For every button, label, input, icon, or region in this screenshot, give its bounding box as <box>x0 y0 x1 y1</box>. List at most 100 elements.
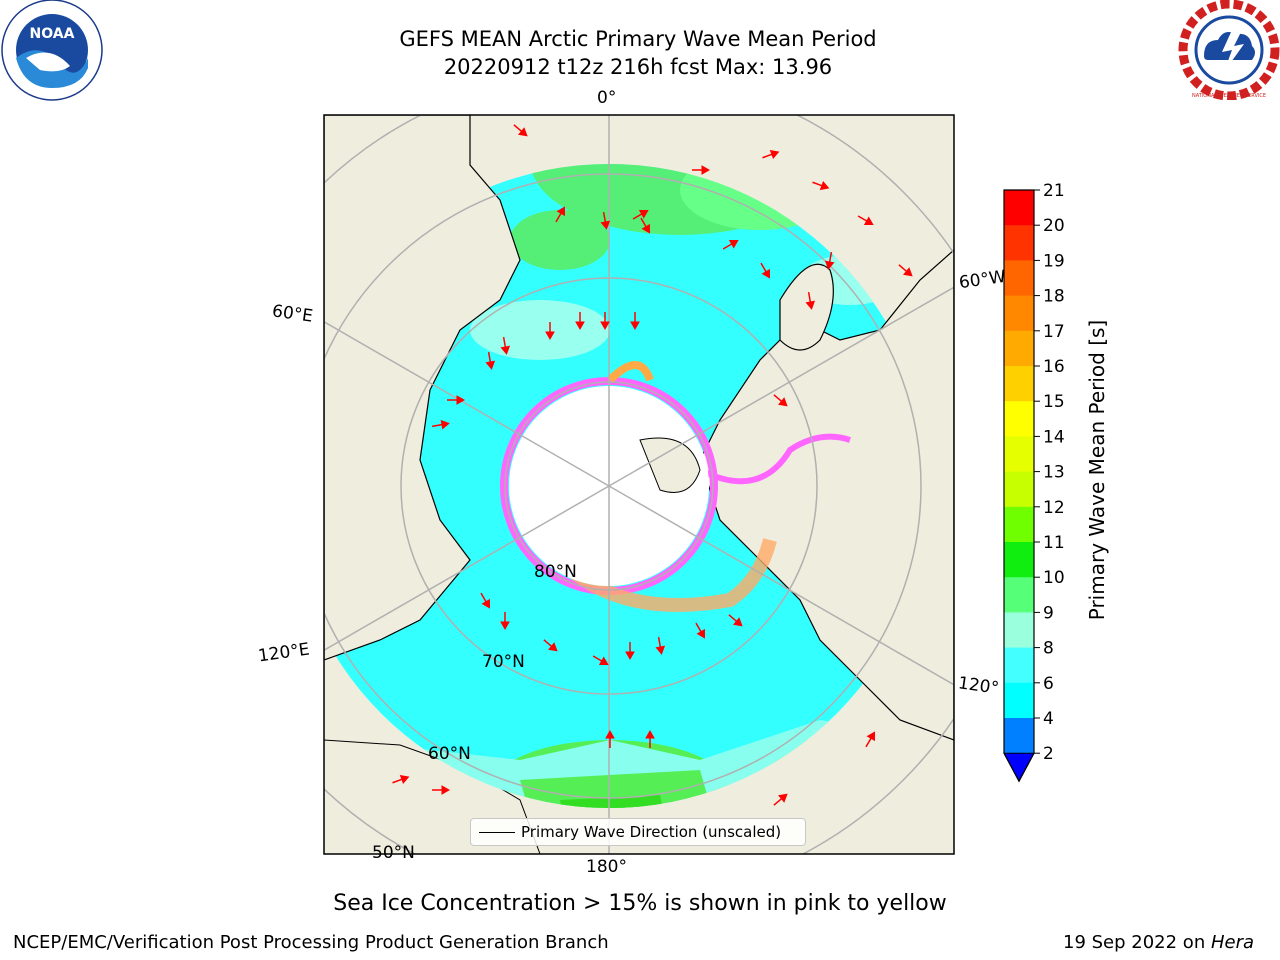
eurasia-landmass <box>324 115 521 661</box>
chart-subtitle: 20220912 t12z 216h fcst Max: 13.96 <box>443 55 833 79</box>
colorbar-cell <box>1004 542 1034 578</box>
colorbar-tick-label: 14 <box>1043 427 1065 447</box>
wave-direction-arrow <box>865 731 876 748</box>
colorbar-cell <box>1004 436 1034 473</box>
legend-line-sample <box>479 832 515 833</box>
colorbar-label: Primary Wave Mean Period [s] <box>1085 319 1109 621</box>
colorbar-tick-label: 18 <box>1043 287 1065 307</box>
wave-direction-arrow <box>431 419 450 430</box>
colorbar-cell <box>1004 682 1034 719</box>
colorbar-cell <box>1004 577 1034 613</box>
colorbar-tick-label: 9 <box>1043 603 1054 623</box>
wave-direction-arrow <box>645 729 655 748</box>
colorbar-cell <box>1004 225 1034 261</box>
wave-direction-arrow <box>432 785 451 795</box>
wave-direction-arrow <box>812 180 830 191</box>
colorbar-tick-label: 8 <box>1043 639 1054 659</box>
footer-date: 19 Sep 2022 on Hera <box>1063 932 1254 953</box>
wave-direction-arrow <box>500 336 511 355</box>
wave-direction-arrow <box>640 217 651 234</box>
lat-label-60n: 60°N <box>428 744 471 764</box>
colorbar-tick-label: 20 <box>1043 216 1065 236</box>
colorbar-cell <box>1004 647 1034 684</box>
colorbar: 21 20 19 18 17 16 15 14 13 12 11 10 9 8 6 4 2 <box>1003 181 1065 783</box>
wave-direction-arrow <box>600 312 610 331</box>
wave-direction-arrow <box>605 729 615 748</box>
footer-credit: NCEP/EMC/Verification Post Processing Pr… <box>13 932 609 953</box>
colorbar-tick-label: 15 <box>1043 392 1065 412</box>
map-frame <box>323 114 955 855</box>
lat-label-50n: 50°N <box>372 843 415 863</box>
colorbar-tick-label: 10 <box>1043 568 1065 588</box>
wave-direction-arrow <box>857 215 874 226</box>
colorbar-cell <box>1004 401 1034 437</box>
colorbar-cell <box>1004 330 1034 367</box>
sea-ice-note: Sea Ice Concentration > 15% is shown in … <box>333 891 947 916</box>
wave-direction-arrow <box>485 351 496 370</box>
colorbar-tick-label: 16 <box>1043 357 1065 377</box>
lon-label-180: 180° <box>586 857 627 877</box>
colorbar-tick-label: 6 <box>1043 674 1054 694</box>
wave-direction-arrow <box>728 614 743 627</box>
wave-direction-arrow <box>592 655 609 666</box>
wave-direction-arrow <box>600 211 611 230</box>
lon-label-0: 0° <box>597 88 617 108</box>
nws-logo-text: NATIONAL WEATHER SERVICE <box>1192 93 1266 99</box>
colorbar-frame <box>1003 189 1035 783</box>
chart-title: GEFS MEAN Arctic Primary Wave Mean Perio… <box>399 27 877 51</box>
colorbar-cell <box>1004 506 1034 543</box>
wave-direction-arrow <box>575 312 585 331</box>
colorbar-cell <box>1004 612 1034 649</box>
colorbar-tick-label: 13 <box>1043 463 1065 483</box>
colorbar-cell <box>1004 295 1034 332</box>
wave-direction-arrow <box>500 612 510 631</box>
colorbar-tick-label: 19 <box>1043 251 1065 271</box>
wave-direction-arrows <box>392 124 913 806</box>
noaa-logo: NOAA <box>1 0 103 101</box>
wave-direction-arrow <box>625 642 635 661</box>
wave-direction-arrow <box>655 636 666 655</box>
wave-direction-arrow <box>513 124 528 137</box>
legend-label: Primary Wave Direction (unscaled) <box>521 823 782 841</box>
wave-direction-arrow <box>545 322 555 341</box>
noaa-logo-text: NOAA <box>30 26 75 42</box>
wave-direction-arrow <box>773 793 788 806</box>
wave-direction-arrow <box>480 592 491 609</box>
wave-direction-arrow <box>773 394 788 407</box>
wave-direction-arrow <box>555 206 566 223</box>
wave-direction-arrow <box>722 239 739 250</box>
colorbar-tick-label: 12 <box>1043 498 1065 518</box>
colorbar-tick-label: 17 <box>1043 322 1065 342</box>
wave-direction-arrow <box>805 291 816 310</box>
wave-direction-arrow <box>392 774 410 785</box>
colorbar-cell <box>1004 471 1034 508</box>
map-legend: Primary Wave Direction (unscaled) <box>470 818 806 846</box>
wave-direction-arrow <box>760 262 771 279</box>
greenland <box>779 263 834 351</box>
footer-date-text: 19 Sep 2022 on <box>1063 932 1211 953</box>
colorbar-cell <box>1004 260 1034 297</box>
wave-direction-arrow <box>447 395 466 405</box>
nws-logo: NATIONAL WEATHER SERVICE <box>1178 0 1280 100</box>
colorbar-tick-label: 11 <box>1043 533 1065 553</box>
colorbar-cell <box>1004 190 1034 226</box>
wave-direction-arrow <box>898 264 913 277</box>
lat-label-80n: 80°N <box>534 562 577 582</box>
colorbar-cell <box>1004 718 1034 754</box>
wave-direction-arrow <box>692 165 711 175</box>
footer-host: Hera <box>1210 932 1254 953</box>
wave-direction-arrow <box>695 622 706 639</box>
wave-direction-arrow <box>632 209 649 220</box>
wave-direction-arrow <box>543 639 558 652</box>
colorbar-extend-triangle <box>1003 752 1035 783</box>
colorbar-tick-label: 2 <box>1043 744 1054 764</box>
wave-direction-arrow <box>824 251 835 270</box>
colorbar-tick-label: 4 <box>1043 709 1054 729</box>
graticule <box>324 115 954 854</box>
lat-label-70n: 70°N <box>482 652 525 672</box>
wave-direction-arrow <box>630 312 640 331</box>
colorbar-cell <box>1004 366 1034 402</box>
colorbar-tick-label: 21 <box>1043 181 1065 201</box>
wave-direction-arrow <box>762 149 780 160</box>
